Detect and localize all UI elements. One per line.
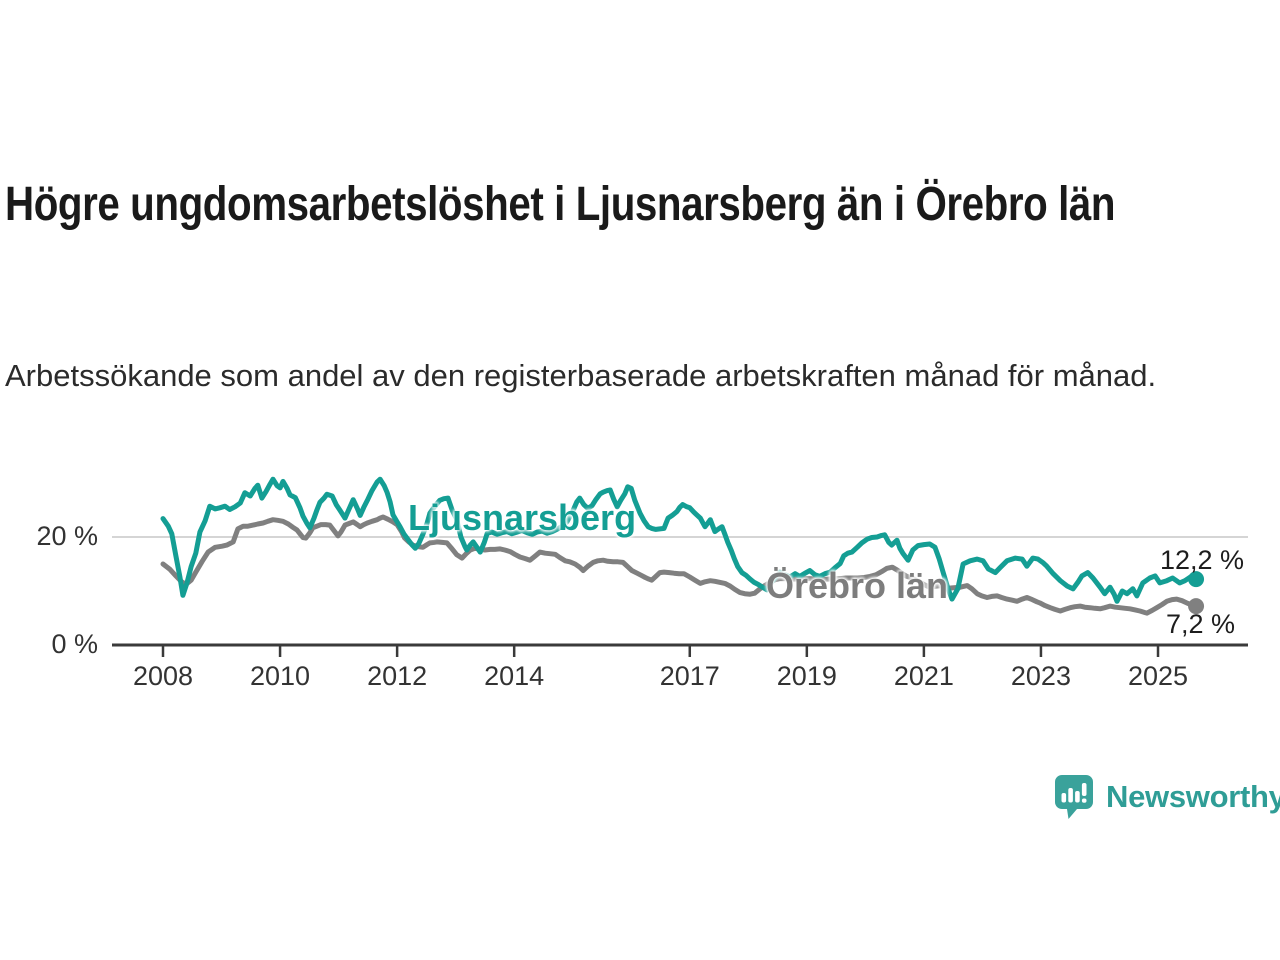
series-label-orebro-lan: Örebro län bbox=[766, 565, 949, 606]
end-dot-series-0 bbox=[1188, 571, 1205, 588]
end-value-ljusnarsberg: 12,2 % bbox=[1160, 545, 1245, 575]
end-value-orebro-lan: 7,2 % bbox=[1166, 609, 1236, 639]
page-title: Högre ungdomsarbetslöshet i Ljusnarsberg… bbox=[5, 178, 1116, 232]
x-tick-label-2014: 2014 bbox=[484, 661, 545, 691]
x-tick-label-2008: 2008 bbox=[132, 661, 194, 691]
x-tick-label-2021: 2021 bbox=[893, 661, 954, 691]
series-line-0 bbox=[160, 476, 1199, 604]
x-tick-label-2012: 2012 bbox=[367, 661, 428, 691]
x-tick-label-2025: 2025 bbox=[1127, 661, 1189, 691]
newsworthy-wordmark: Newsworthy bbox=[1106, 779, 1280, 814]
x-tick-label-2017: 2017 bbox=[659, 661, 720, 691]
unemployment-line-chart bbox=[112, 476, 1248, 657]
newsworthy-logo: Newsworthy bbox=[1054, 774, 1280, 820]
y-tick-label-20: 20 % bbox=[36, 521, 98, 551]
series-label-ljusnarsberg: Ljusnarsberg bbox=[408, 497, 637, 538]
x-tick-label-2010: 2010 bbox=[250, 661, 311, 691]
series-line-1 bbox=[160, 514, 1199, 616]
end-dot-series-1 bbox=[1188, 598, 1205, 615]
newsworthy-bubble-chart-icon bbox=[1054, 774, 1094, 820]
x-tick-label-2023: 2023 bbox=[1010, 661, 1071, 691]
x-tick-label-2019: 2019 bbox=[776, 661, 837, 691]
chart-subtitle: Arbetssökande som andel av den registerb… bbox=[5, 358, 1157, 393]
y-tick-label-0: 0 % bbox=[51, 629, 98, 659]
